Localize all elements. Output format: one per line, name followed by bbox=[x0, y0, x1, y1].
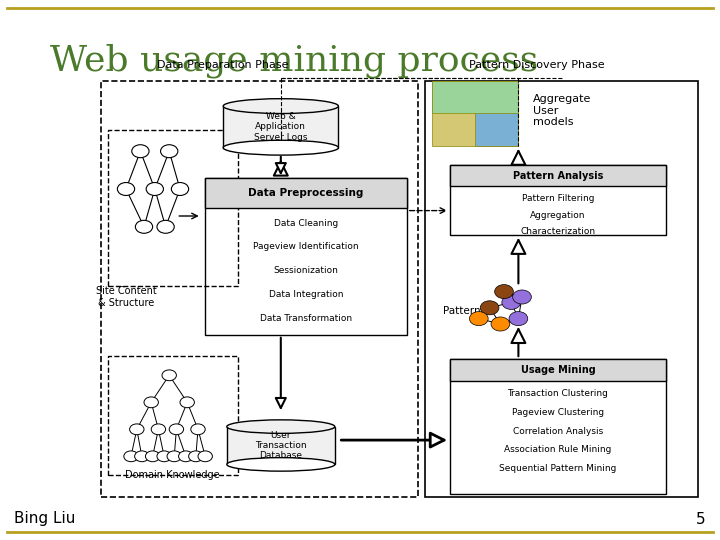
Text: Aggregation: Aggregation bbox=[530, 211, 586, 220]
Circle shape bbox=[169, 424, 184, 435]
Text: Site Content
& Structure: Site Content & Structure bbox=[96, 286, 156, 308]
Bar bbox=[205, 178, 407, 208]
Text: Web &
Application
Server Logs: Web & Application Server Logs bbox=[254, 112, 307, 142]
Text: Data Preprocessing: Data Preprocessing bbox=[248, 188, 364, 198]
Text: Pattern Analysis: Pattern Analysis bbox=[513, 171, 603, 180]
Bar bbox=[432, 81, 518, 113]
Text: Data Cleaning: Data Cleaning bbox=[274, 219, 338, 228]
Text: Data Preparation Phase: Data Preparation Phase bbox=[158, 60, 289, 70]
Bar bbox=[450, 359, 666, 494]
Circle shape bbox=[157, 451, 171, 462]
Circle shape bbox=[502, 295, 521, 309]
Circle shape bbox=[171, 183, 189, 195]
Ellipse shape bbox=[223, 140, 338, 155]
Bar bbox=[450, 359, 666, 381]
Circle shape bbox=[189, 451, 203, 462]
Text: Sessionization: Sessionization bbox=[274, 266, 338, 275]
Circle shape bbox=[495, 285, 513, 299]
Circle shape bbox=[480, 301, 499, 315]
Text: Correlation Analysis: Correlation Analysis bbox=[513, 427, 603, 436]
Circle shape bbox=[132, 145, 149, 158]
Circle shape bbox=[509, 312, 528, 326]
Ellipse shape bbox=[227, 458, 335, 471]
Bar bbox=[450, 165, 666, 186]
Circle shape bbox=[513, 290, 531, 304]
Circle shape bbox=[198, 451, 212, 462]
Text: Pageview Clustering: Pageview Clustering bbox=[512, 408, 604, 417]
Circle shape bbox=[191, 424, 205, 435]
Circle shape bbox=[161, 145, 178, 158]
Text: Usage Mining: Usage Mining bbox=[521, 365, 595, 375]
Circle shape bbox=[179, 451, 193, 462]
Bar bbox=[432, 81, 518, 146]
Text: Characterization: Characterization bbox=[521, 227, 595, 236]
Text: Domain Knowledge: Domain Knowledge bbox=[125, 470, 220, 480]
Circle shape bbox=[117, 183, 135, 195]
Circle shape bbox=[157, 220, 174, 233]
Text: Association Rule Mining: Association Rule Mining bbox=[504, 446, 612, 455]
Text: Web usage mining process: Web usage mining process bbox=[50, 43, 539, 78]
Circle shape bbox=[130, 424, 144, 435]
Circle shape bbox=[491, 317, 510, 331]
Text: User
Transaction
Database: User Transaction Database bbox=[255, 430, 307, 461]
Bar bbox=[475, 81, 518, 146]
Text: Transaction Clustering: Transaction Clustering bbox=[508, 389, 608, 398]
Text: Sequential Pattern Mining: Sequential Pattern Mining bbox=[499, 464, 617, 474]
Text: 5: 5 bbox=[696, 511, 706, 526]
Circle shape bbox=[167, 451, 181, 462]
Ellipse shape bbox=[227, 420, 335, 433]
Bar bbox=[108, 356, 238, 475]
Bar bbox=[108, 130, 238, 286]
Text: Bing Liu: Bing Liu bbox=[14, 511, 76, 526]
Bar bbox=[205, 178, 407, 335]
Circle shape bbox=[145, 451, 160, 462]
Bar bbox=[450, 165, 666, 235]
Text: Pattern Discovery Phase: Pattern Discovery Phase bbox=[469, 60, 604, 70]
Circle shape bbox=[124, 451, 138, 462]
Text: Patterns: Patterns bbox=[443, 306, 486, 315]
Bar bbox=[223, 106, 338, 147]
Text: Data Integration: Data Integration bbox=[269, 290, 343, 299]
Text: Data Transformation: Data Transformation bbox=[260, 314, 352, 323]
Circle shape bbox=[135, 220, 153, 233]
Text: Pageview Identification: Pageview Identification bbox=[253, 242, 359, 252]
Circle shape bbox=[151, 424, 166, 435]
Bar bbox=[425, 81, 698, 497]
Circle shape bbox=[180, 397, 194, 408]
Bar bbox=[227, 427, 335, 464]
Ellipse shape bbox=[223, 99, 338, 113]
Circle shape bbox=[146, 183, 163, 195]
Circle shape bbox=[162, 370, 176, 381]
Bar bbox=[101, 81, 418, 497]
Circle shape bbox=[144, 397, 158, 408]
Circle shape bbox=[469, 312, 488, 326]
Text: Pattern Filtering: Pattern Filtering bbox=[522, 194, 594, 204]
Circle shape bbox=[135, 451, 149, 462]
Text: Aggregate
User
models: Aggregate User models bbox=[533, 94, 591, 127]
